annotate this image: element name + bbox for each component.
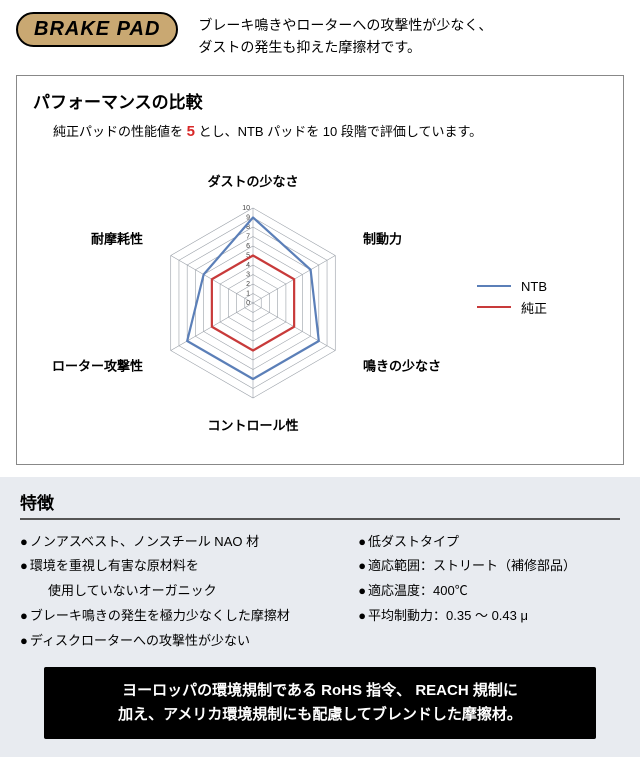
footer-callout: ヨーロッパの環境規制である RoHS 指令、 REACH 規制に 加え、アメリカ… xyxy=(44,667,596,739)
chart-subtitle: 純正パッドの性能値を 5 とし、NTB パッドを 10 段階で評価しています。 xyxy=(53,121,607,140)
feature-item: 環境を重視し有害な原材料を使用していないオーガニック xyxy=(20,554,334,603)
legend-ntb: NTB xyxy=(477,279,547,294)
legend-label-ntb: NTB xyxy=(521,279,547,294)
svg-text:4: 4 xyxy=(246,262,250,269)
legend-label-genuine: 純正 xyxy=(521,298,547,317)
desc-line-2: ダストの発生も抑えた摩擦材です。 xyxy=(198,39,421,55)
svg-text:6: 6 xyxy=(246,243,250,250)
radar-chart: ダストの少なさ制動力鳴きの少なさコントロール性ローター攻撃性耐摩耗性123456… xyxy=(33,148,473,448)
chart-legend: NTB 純正 xyxy=(477,275,547,321)
chart-sub-pre: 純正パッドの性能値を xyxy=(53,124,187,139)
chart-sub-five: 5 xyxy=(187,123,195,140)
svg-text:3: 3 xyxy=(246,271,250,278)
header-description: ブレーキ鳴きやローターへの攻撃性が少なく、 ダストの発生も抑えた摩擦材です。 xyxy=(198,12,624,59)
svg-text:10: 10 xyxy=(242,205,250,212)
svg-text:0: 0 xyxy=(246,300,250,307)
svg-text:ローター攻撃性: ローター攻撃性 xyxy=(52,358,143,373)
features-title: 特徴 xyxy=(20,489,620,520)
features-left-col: ノンアスベスト、ノンスチール NAO 材環境を重視し有害な原材料を使用していない… xyxy=(20,530,334,653)
svg-text:鳴きの少なさ: 鳴きの少なさ xyxy=(363,358,441,373)
svg-text:コントロール性: コントロール性 xyxy=(207,418,298,433)
svg-text:耐摩耗性: 耐摩耗性 xyxy=(91,231,143,246)
feature-item: ノンアスベスト、ノンスチール NAO 材 xyxy=(20,530,334,555)
svg-text:制動力: 制動力 xyxy=(363,231,402,246)
features-right-col: 低ダストタイプ適応範囲：ストリート（補修部品）適応温度：400℃平均制動力：0.… xyxy=(358,530,620,653)
footer-line-1: ヨーロッパの環境規制である RoHS 指令、 REACH 規制に xyxy=(122,682,518,699)
svg-text:7: 7 xyxy=(246,233,250,240)
legend-line-ntb xyxy=(477,285,511,287)
feature-item: ブレーキ鳴きの発生を極力少なくした摩擦材 xyxy=(20,604,334,629)
chart-sub-post: とし、NTB パッドを 10 段階で評価しています。 xyxy=(195,124,482,139)
svg-text:ダストの少なさ: ダストの少なさ xyxy=(207,174,298,189)
features-section: 特徴 ノンアスベスト、ノンスチール NAO 材環境を重視し有害な原材料を使用して… xyxy=(0,477,640,757)
header: BRAKE PAD ブレーキ鳴きやローターへの攻撃性が少なく、 ダストの発生も抑… xyxy=(0,0,640,67)
chart-title: パフォーマンスの比較 xyxy=(33,88,607,113)
svg-text:1: 1 xyxy=(246,290,250,297)
legend-line-genuine xyxy=(477,306,511,308)
feature-item: 平均制動力：0.35 ～ 0.43 μ xyxy=(358,604,620,629)
legend-genuine: 純正 xyxy=(477,298,547,317)
feature-item: 適応温度：400℃ xyxy=(358,579,620,604)
feature-item: 低ダストタイプ xyxy=(358,530,620,555)
feature-item: ディスクローターへの攻撃性が少ない xyxy=(20,629,334,654)
footer-line-2: 加え、アメリカ環境規制にも配慮してブレンドした摩擦材。 xyxy=(118,706,522,723)
logo-badge: BRAKE PAD xyxy=(16,12,178,47)
feature-item: 適応範囲：ストリート（補修部品） xyxy=(358,554,620,579)
desc-line-1: ブレーキ鳴きやローターへの攻撃性が少なく、 xyxy=(198,17,492,33)
performance-chart-box: パフォーマンスの比較 純正パッドの性能値を 5 とし、NTB パッドを 10 段… xyxy=(16,75,624,465)
svg-text:2: 2 xyxy=(246,281,250,288)
